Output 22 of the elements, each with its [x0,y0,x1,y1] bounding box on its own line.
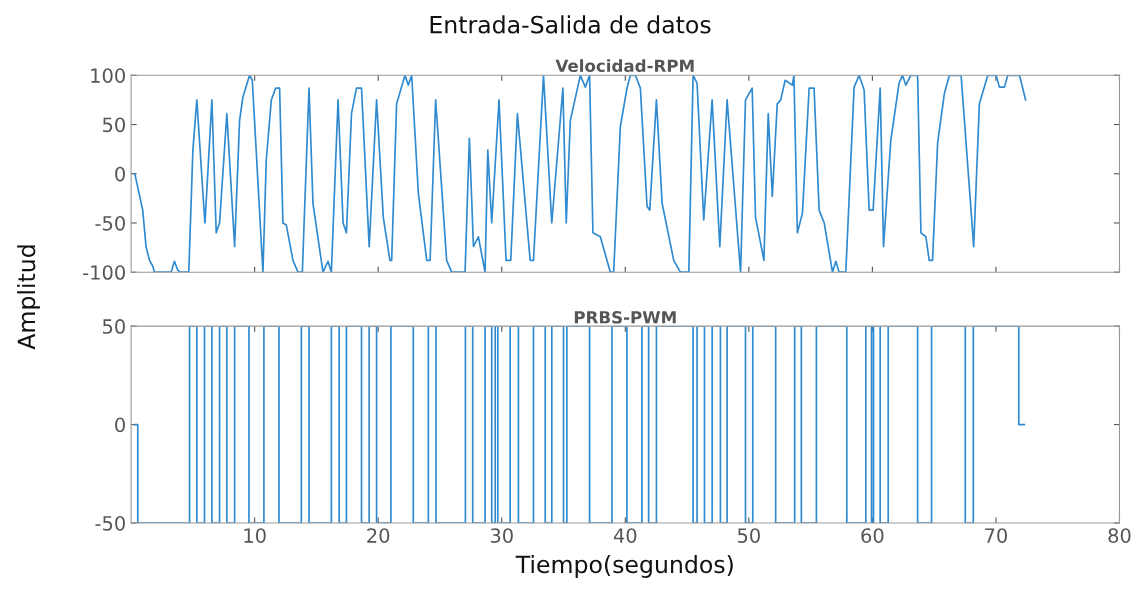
y-tick-label: -100 [83,265,125,280]
y-tick-label: 50 [103,117,125,133]
x-tick-label: 60 [861,528,884,543]
x-axis-title: Tiempo(segundos) [515,555,733,578]
y-tick-label: 100 [91,68,125,83]
x-tick-label: 40 [613,528,637,543]
x-tick-label: 20 [367,528,390,543]
x-tick-label: 80 [1108,528,1131,543]
x-tick-label: 50 [737,528,760,543]
y-tick-label: -50 [95,215,125,231]
y-tick-label: 0 [115,417,125,433]
chart-subtitle: PRBS-PWM [574,311,676,324]
line-series [133,75,1027,273]
x-tick-label: 70 [985,528,1008,543]
y-axis-title: Amplitud [17,245,40,350]
y-tick-label: 50 [103,319,125,334]
x-tick-label: 10 [244,528,266,543]
y-tick-label: -50 [95,515,125,531]
y-tick-label: 0 [115,166,125,182]
chart-title: Entrada-Salida de datos [430,15,711,34]
chart-subtitle: Velocidad-RPM [555,59,694,73]
x-tick-label: 30 [490,528,513,543]
